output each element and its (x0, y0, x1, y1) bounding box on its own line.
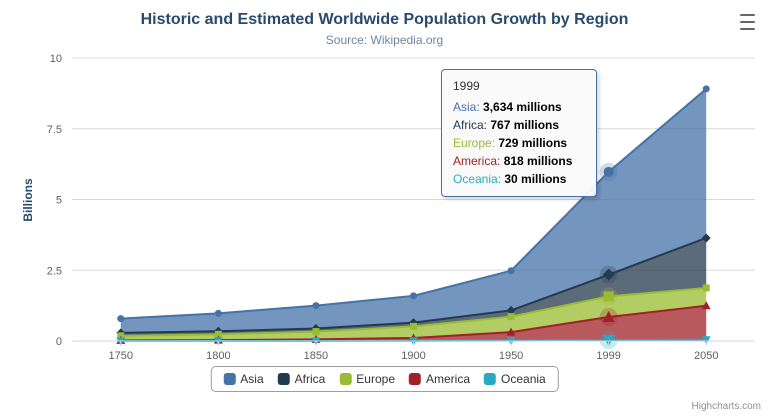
y-axis-label: 0 (56, 336, 62, 348)
y-axis-title: Billions (21, 178, 35, 222)
tooltip-series-name: Oceania: (453, 172, 505, 186)
area-africa[interactable] (120, 237, 707, 336)
tooltip-title: 1999 (453, 79, 480, 93)
tooltip-series-value: 767 millions (490, 118, 560, 132)
tooltip-series-value: 3,634 millions (483, 100, 562, 114)
y-axis-label: 10 (50, 53, 62, 65)
tooltip-series-name: America: (453, 154, 504, 168)
x-axis-label-2050: 2050 (694, 350, 718, 362)
marker-asia-1900[interactable] (410, 292, 417, 300)
area-america[interactable] (120, 305, 707, 341)
chart-menu-button[interactable] (733, 13, 755, 31)
marker-europe-1800[interactable] (214, 330, 222, 338)
legend-label: America (426, 372, 471, 386)
legend-item-africa[interactable]: Africa (277, 372, 326, 386)
marker-america-1950[interactable] (506, 327, 516, 336)
legend-label: Europe (356, 372, 396, 386)
tooltip-row-asia: Asia: 3,634 millions (453, 98, 585, 116)
marker-america-1999[interactable] (602, 311, 615, 323)
legend-label: Oceania (501, 372, 546, 386)
marker-africa-1999[interactable] (602, 268, 615, 281)
legend-item-america[interactable]: America (409, 372, 470, 386)
legend-item-europe[interactable]: Europe (339, 372, 395, 386)
legend-swatch-europe (339, 373, 352, 385)
marker-africa-1950[interactable] (506, 305, 516, 315)
marker-asia-1950[interactable] (507, 267, 515, 275)
legend-swatch-oceania (484, 373, 497, 385)
tooltip-series-value: 818 millions (503, 154, 573, 168)
tooltip: 1999 Asia: 3,634 millions Africa: 767 mil… (441, 69, 597, 197)
tooltip-series-value: 30 millions (504, 172, 567, 186)
legend-swatch-africa (277, 373, 290, 385)
tooltip-series-name: Europe: (453, 136, 499, 150)
legend-label: Asia (240, 372, 264, 386)
marker-africa-2050[interactable] (701, 233, 711, 243)
tooltip-series-name: Africa: (453, 118, 491, 132)
marker-asia-1999[interactable] (603, 166, 614, 177)
tooltip-row-oceania: Oceania: 30 millions (453, 170, 585, 188)
marker-asia-1800[interactable] (214, 309, 222, 317)
area-asia[interactable] (120, 88, 707, 333)
x-axis-label-1999: 1999 (596, 350, 620, 362)
tooltip-series-name: Asia: (453, 100, 484, 114)
credits-link[interactable]: Highcharts.com (691, 401, 761, 412)
tooltip-row-europe: Europe: 729 millions (453, 134, 585, 152)
x-axis-label-1800: 1800 (206, 350, 230, 362)
marker-europe-1900[interactable] (410, 322, 417, 330)
marker-america-2050[interactable] (701, 301, 711, 310)
chart-title: Historic and Estimated Worldwide Populat… (140, 11, 629, 28)
tooltip-row-america: America: 818 millions (453, 152, 585, 170)
marker-europe-1850[interactable] (312, 328, 320, 336)
legend: Asia Africa Europe America Oceania (210, 366, 559, 392)
x-axis-label-1950: 1950 (499, 350, 523, 362)
marker-asia-1850[interactable] (312, 302, 320, 310)
hamburger-menu-icon (740, 28, 755, 30)
marker-europe-1999[interactable] (603, 291, 614, 302)
y-axis-label: 7.5 (47, 124, 62, 136)
tooltip-row-africa: Africa: 767 millions (453, 116, 585, 134)
legend-swatch-america (409, 373, 422, 385)
marker-oceania-2050[interactable] (701, 336, 711, 345)
legend-item-oceania[interactable]: Oceania (484, 372, 546, 386)
x-axis-label-1750: 1750 (109, 350, 133, 362)
legend-label: Africa (294, 372, 326, 386)
marker-europe-2050[interactable] (702, 284, 710, 292)
marker-europe-1750[interactable] (117, 332, 125, 340)
hamburger-menu-icon (740, 14, 755, 16)
hamburger-menu-icon (740, 21, 755, 23)
chart-subtitle: Source: Wikipedia.org (325, 33, 444, 47)
y-axis-label: 2.5 (47, 265, 62, 277)
y-axis-label: 5 (56, 195, 62, 207)
marker-asia-2050[interactable] (702, 85, 710, 93)
legend-item-asia[interactable]: Asia (223, 372, 264, 386)
marker-europe-1950[interactable] (507, 313, 515, 321)
tooltip-series-value: 729 millions (498, 136, 568, 150)
legend-swatch-asia (223, 373, 236, 385)
x-axis-label-1850: 1850 (304, 350, 328, 362)
x-axis-label-1900: 1900 (401, 350, 425, 362)
marker-asia-1750[interactable] (117, 315, 125, 323)
